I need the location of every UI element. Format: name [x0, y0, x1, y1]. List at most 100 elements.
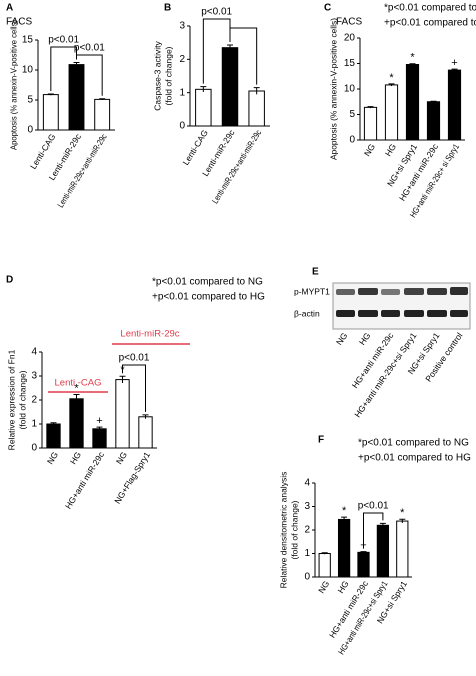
significance-bracket — [229, 27, 258, 85]
error-bar — [73, 393, 80, 404]
lane-label: HG — [357, 331, 373, 347]
bar — [42, 94, 59, 131]
chart-panel: F *p<0.01 compared to NG +p<0.01 compared … — [278, 435, 471, 657]
bar — [384, 84, 399, 141]
blot-bands — [336, 287, 468, 317]
x-tick-label: HG — [383, 142, 398, 158]
chart-panel: B0123Lenti-CAGLenti-miR-29cLenti-miR-29c… — [152, 3, 270, 205]
chart-panel: D *p<0.01 compared to NG +p<0.01 compared … — [6, 275, 265, 511]
y-tick-label: 0 — [304, 572, 310, 583]
x-tick-label: NG — [362, 142, 377, 158]
chart-title: FACS — [336, 17, 362, 28]
y-tick-label: 15 — [344, 58, 356, 69]
bar — [426, 101, 441, 141]
significance-bracket — [363, 512, 384, 549]
panel-letter: F — [318, 435, 324, 446]
bar — [405, 64, 420, 141]
y-tick-label: 4 — [31, 347, 37, 358]
error-bar — [96, 426, 103, 431]
significance-bracket — [50, 46, 77, 91]
y-tick-label: 4 — [304, 478, 310, 489]
y-tick-label: 5 — [27, 95, 33, 106]
group-label: Lenti -CAG — [55, 378, 102, 389]
bar — [337, 518, 351, 578]
y-tick-label: 2 — [179, 54, 185, 65]
error-bar — [50, 422, 57, 426]
x-tick-label: NG — [45, 450, 60, 466]
bar — [248, 90, 265, 127]
note: *p<0.01 compared to NG — [152, 277, 263, 288]
bar-label: * — [74, 382, 79, 394]
error-bar — [200, 86, 207, 92]
bar — [357, 551, 370, 578]
error-bar — [73, 62, 80, 67]
error-bar — [142, 414, 149, 419]
y-tick-label: 1 — [179, 87, 185, 98]
x-tick-label: Lenti-miR-29c+anti-miR-29c — [55, 131, 109, 209]
y-tick-label: 1 — [304, 548, 310, 559]
western-blot: E p-MYPT1 β-actin — [294, 267, 471, 330]
y-tick-label: 2 — [31, 395, 37, 406]
error-bar — [430, 100, 437, 103]
bar — [94, 98, 111, 131]
error-bar — [99, 98, 106, 100]
x-tick-label: HG — [68, 450, 83, 466]
y-axis-label: Apoptosis (% annexin-V-positive cells) — [8, 20, 18, 150]
panel-letter: A — [6, 3, 13, 14]
y-tick-label: 0 — [27, 125, 33, 136]
significance-bracket — [76, 54, 103, 96]
y-axis-label: (fold of change) — [163, 46, 173, 105]
bar — [221, 47, 239, 127]
error-bar — [47, 93, 54, 96]
y-tick-label: 3 — [31, 371, 37, 382]
annotation: p<0.01 — [48, 35, 79, 46]
chart-panel: AFACS051015Lenti-CAGLenti-miR-29cLenti-m… — [6, 3, 115, 209]
bar-label: * — [400, 507, 405, 519]
error-bar — [409, 63, 416, 66]
panel-letter: D — [6, 275, 13, 286]
annotation: p<0.01 — [201, 7, 232, 18]
y-axis-label: (fold of change) — [289, 500, 299, 559]
chart-title: FACS — [6, 17, 32, 28]
y-axis-label: Relative densitometric analysis — [278, 472, 288, 589]
panel-letter: E — [312, 267, 319, 278]
x-tick-label: Lenti-CAG — [180, 128, 210, 167]
error-bar — [367, 106, 374, 109]
bar — [318, 553, 331, 578]
error-bar — [253, 87, 260, 95]
error-bar — [360, 551, 367, 554]
y-axis-label: (fold of change) — [17, 370, 27, 429]
y-tick-label: 1 — [31, 419, 37, 430]
error-bar — [321, 552, 328, 555]
blot-row-label: p-MYPT1 — [294, 286, 330, 296]
panel-letter: B — [164, 3, 171, 14]
x-tick-label: Lenti-miR-29c+anti-miR-29c — [210, 127, 264, 205]
y-tick-label: 0 — [349, 135, 355, 146]
y-tick-label: 10 — [344, 84, 356, 95]
y-tick-label: 0 — [31, 443, 37, 454]
bar-label: * — [410, 52, 415, 64]
bar — [69, 398, 84, 449]
bar — [447, 69, 462, 141]
bar — [92, 428, 107, 449]
note: +p<0.01 compared to HG — [152, 292, 265, 303]
panel-letter: C — [324, 3, 331, 14]
y-tick-label: 20 — [344, 33, 356, 44]
y-tick-label: 2 — [304, 525, 310, 536]
error-bar — [451, 68, 458, 72]
bar — [376, 524, 390, 578]
bar — [115, 379, 130, 449]
y-tick-label: 0 — [179, 121, 185, 132]
chart-panel: C FACS *p<0.01 compared to NG +p<0.01 compa… — [324, 3, 476, 220]
lane-label: NG — [334, 331, 350, 347]
error-bar — [119, 375, 126, 383]
significance-bracket — [122, 364, 146, 412]
bar-label: * — [389, 72, 394, 84]
y-tick-label: 15 — [22, 35, 34, 46]
error-bar — [227, 44, 233, 51]
blot-row-label: β-actin — [294, 308, 320, 318]
error-bar — [388, 83, 395, 86]
bar-label: + — [96, 415, 102, 427]
error-bar — [379, 522, 386, 528]
note: *p<0.01 compared to NG — [384, 3, 476, 14]
